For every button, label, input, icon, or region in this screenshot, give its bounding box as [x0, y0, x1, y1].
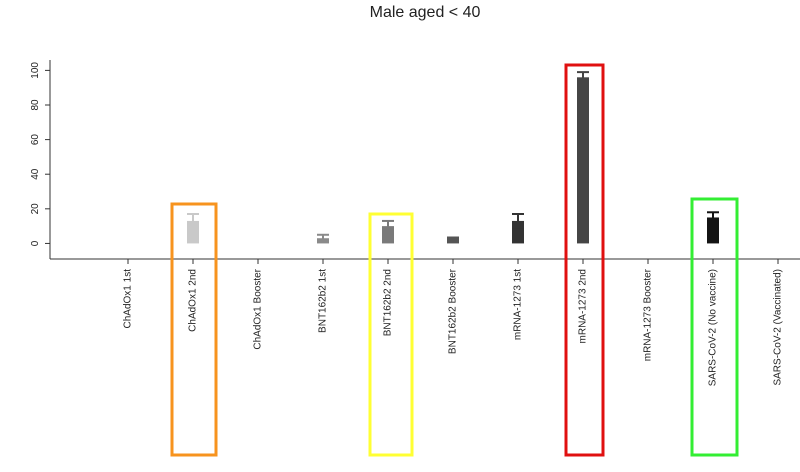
y-tick-label: 0 [30, 240, 41, 246]
x-tick-label: ChAdOx1 1st [123, 269, 134, 329]
x-tick-label: mRNA-1273 Booster [643, 268, 654, 361]
chart-title: Male aged < 40 [370, 4, 481, 21]
x-tick-label: ChAdOx1 2nd [188, 269, 199, 332]
x-tick-label: SARS-CoV-2 (No vaccine) [708, 269, 719, 386]
bar [447, 236, 459, 244]
highlight-box [690, 197, 739, 457]
y-tick-label: 100 [30, 62, 41, 79]
x-tick-label: BNT162b2 1st [318, 269, 329, 333]
x-tick-label: BNT162b2 2nd [383, 269, 394, 336]
x-tick-label: mRNA-1273 2nd [578, 269, 589, 343]
y-tick-label: 80 [30, 99, 41, 111]
highlight-box [564, 63, 605, 457]
highlight-box [170, 202, 218, 457]
bar [577, 77, 589, 244]
highlight-box [368, 212, 414, 457]
bar [512, 220, 524, 244]
x-tick-label: mRNA-1273 1st [513, 269, 524, 340]
y-tick-label: 60 [30, 134, 41, 146]
x-tick-label: SARS-CoV-2 (Vaccinated) [773, 269, 784, 386]
x-tick-label: BNT162b2 Booster [448, 268, 459, 354]
bar [707, 217, 719, 244]
y-tick-label: 20 [30, 203, 41, 215]
x-tick-label: ChAdOx1 Booster [253, 268, 264, 349]
bar [187, 220, 199, 244]
y-tick-label: 40 [30, 168, 41, 180]
